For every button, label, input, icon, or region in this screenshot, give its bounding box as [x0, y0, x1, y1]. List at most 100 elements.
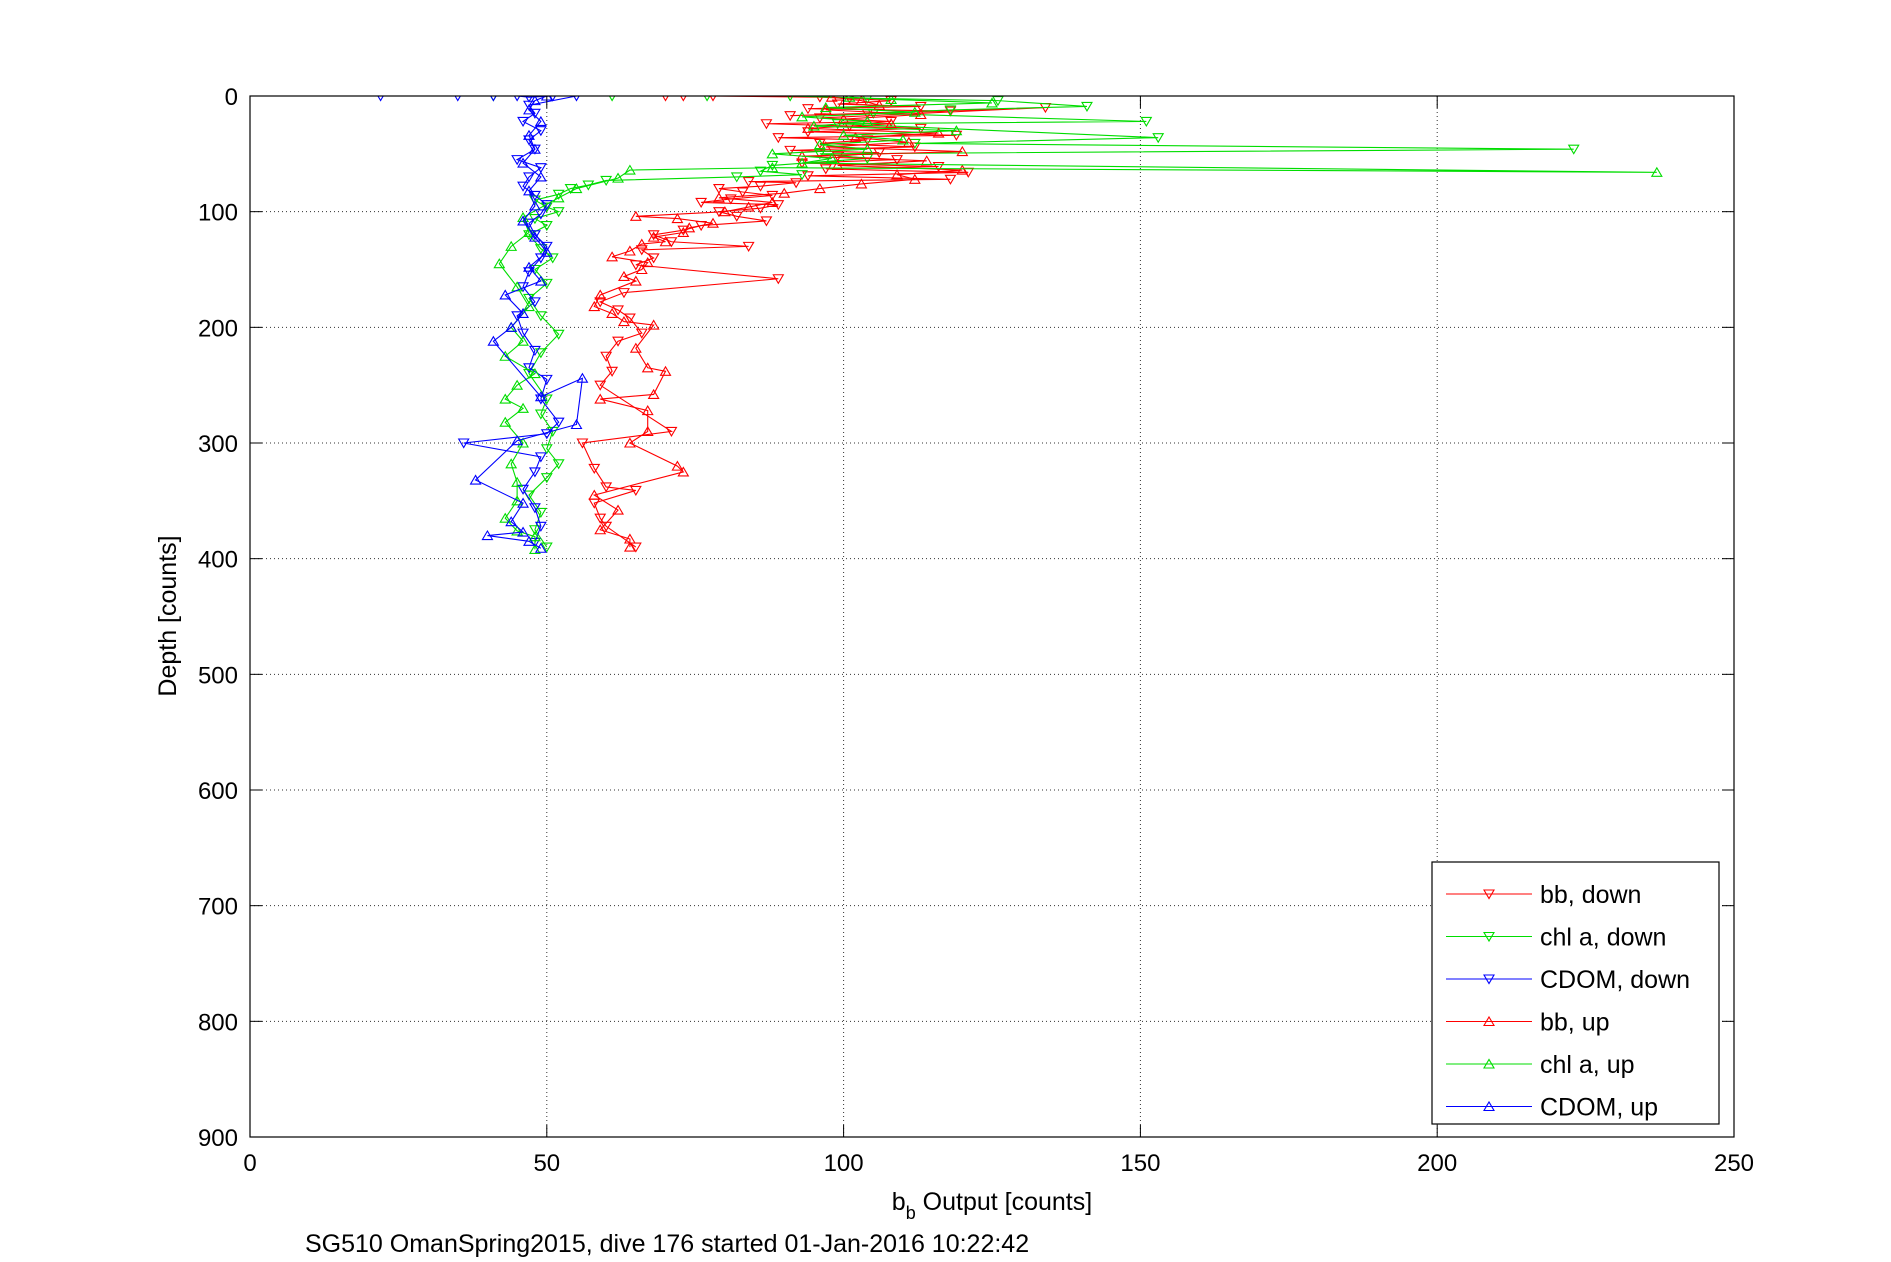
data-point	[819, 104, 832, 115]
data-point	[511, 311, 524, 322]
data-point	[641, 256, 654, 268]
data-point	[534, 253, 547, 264]
data-point	[647, 388, 660, 399]
data-point	[772, 200, 785, 211]
data-point	[855, 178, 868, 189]
data-point	[517, 307, 530, 319]
data-point	[944, 174, 957, 185]
legend-label: CDOM, up	[1540, 1094, 1658, 1122]
data-point	[754, 181, 767, 192]
data-point	[796, 111, 809, 122]
legend-marker	[1483, 1015, 1495, 1027]
data-point	[629, 210, 642, 221]
data-point	[552, 192, 565, 203]
x-axis-label: bb Output [counts]	[892, 1188, 1092, 1223]
data-point	[659, 365, 672, 376]
data-point	[641, 362, 654, 373]
data-point	[843, 96, 856, 102]
data-point	[623, 313, 636, 324]
legend-label: bb, up	[1540, 1009, 1610, 1037]
data-point	[517, 116, 530, 128]
data-series	[377, 96, 1663, 554]
x-axis-label-base: b	[892, 1188, 906, 1216]
data-point	[534, 452, 547, 463]
data-point	[754, 166, 767, 177]
data-point	[517, 181, 530, 192]
data-point	[707, 217, 719, 228]
data-point	[523, 535, 535, 546]
data-point	[546, 253, 559, 264]
data-point	[523, 300, 535, 312]
data-point	[528, 96, 541, 106]
data-point	[517, 484, 530, 495]
data-point	[552, 459, 565, 470]
data-point	[849, 132, 862, 143]
data-point	[540, 542, 553, 553]
data-point	[1081, 101, 1093, 112]
data-point	[718, 206, 731, 217]
data-point	[784, 145, 797, 156]
data-point	[511, 476, 524, 487]
y-tick-label: 100	[198, 200, 238, 227]
legend-marker	[1483, 1058, 1495, 1069]
data-point	[528, 525, 541, 536]
data-point	[742, 177, 755, 188]
axis-ticks: 0 50 100 150 200 250 0 100 200 300 400 500 600 700 800…	[198, 84, 1754, 1177]
data-point	[540, 202, 553, 213]
data-point	[861, 135, 874, 146]
data-point	[534, 409, 547, 420]
data-point	[635, 263, 648, 275]
data-point	[766, 148, 779, 159]
data-point	[618, 315, 630, 327]
data-point	[766, 190, 779, 202]
data-point	[528, 297, 541, 308]
data-point	[594, 380, 607, 391]
data-point	[991, 96, 1004, 107]
data-point	[885, 96, 898, 107]
data-point	[635, 238, 648, 249]
data-point	[523, 185, 535, 196]
x-tick-label: 50	[533, 1150, 560, 1177]
data-point	[760, 119, 773, 130]
data-point	[837, 129, 850, 140]
data-point	[552, 329, 565, 340]
data-point	[950, 125, 963, 136]
data-point	[612, 504, 624, 515]
data-point	[831, 159, 844, 170]
data-point	[730, 211, 743, 222]
data-point	[534, 391, 547, 402]
data-point	[534, 126, 547, 137]
data-point	[1567, 144, 1580, 155]
data-point	[528, 503, 541, 514]
data-point	[635, 328, 648, 339]
data-point	[552, 189, 565, 200]
data-point	[623, 541, 636, 552]
legend-label: bb, down	[1540, 881, 1641, 909]
data-point	[766, 196, 779, 207]
data-point	[944, 105, 957, 116]
data-point	[1140, 116, 1153, 128]
data-point	[606, 366, 619, 377]
data-point	[528, 143, 541, 154]
data-point	[802, 104, 814, 115]
data-point	[552, 207, 565, 218]
data-point	[986, 97, 998, 108]
data-point	[712, 192, 725, 203]
data-point	[600, 351, 613, 362]
data-point	[534, 348, 547, 359]
data-point	[742, 201, 755, 212]
x-tick-label: 100	[824, 1150, 864, 1177]
data-point	[778, 187, 791, 198]
data-point	[499, 512, 512, 523]
data-point	[618, 270, 630, 281]
data-point	[517, 157, 530, 168]
data-point	[825, 96, 838, 102]
data-point	[742, 241, 755, 252]
data-point	[665, 426, 678, 438]
axes-frame	[249, 95, 1735, 1138]
data-point	[487, 335, 500, 346]
data-point	[612, 336, 624, 347]
data-point	[499, 289, 512, 300]
data-point	[641, 425, 654, 436]
